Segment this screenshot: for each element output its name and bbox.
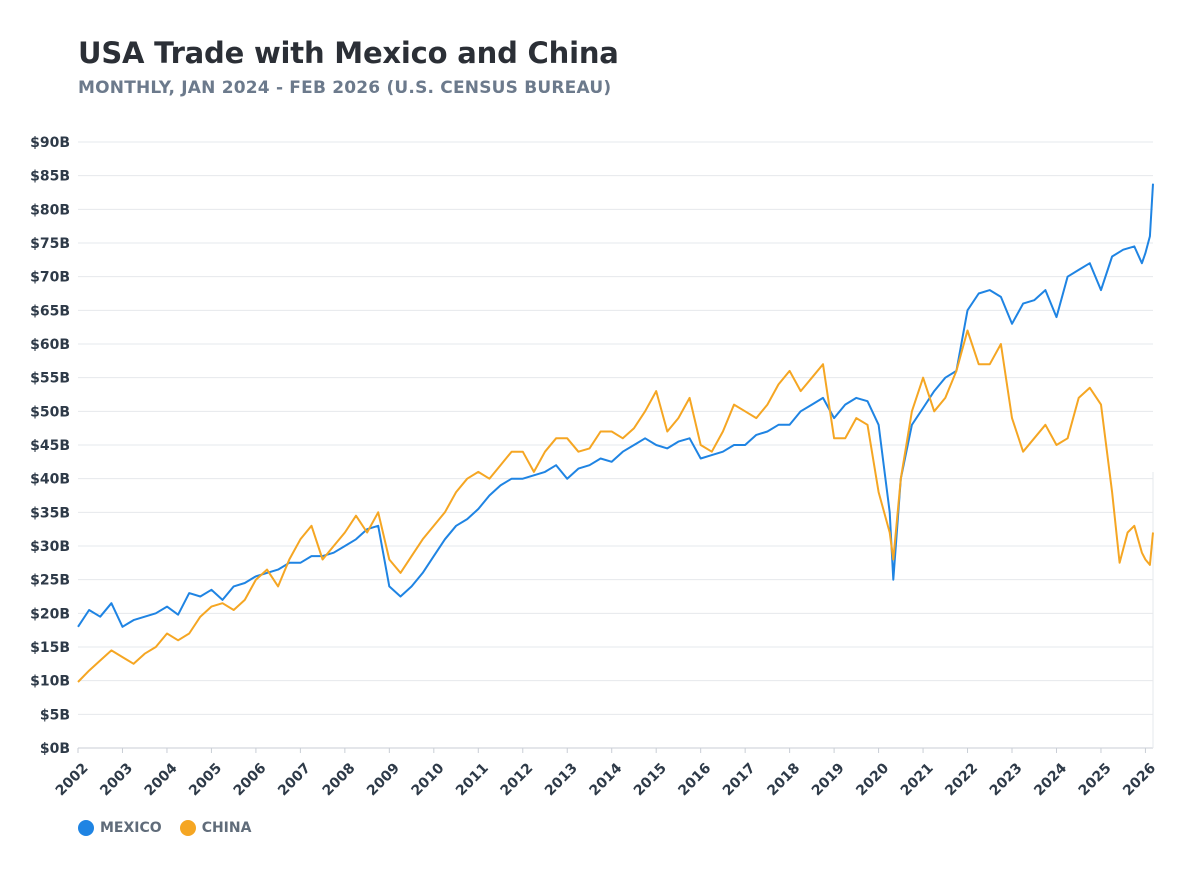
y-tick-label: $55B bbox=[30, 371, 70, 387]
y-tick-label: $45B bbox=[30, 438, 70, 454]
x-tick-label: 2019 bbox=[809, 760, 848, 799]
x-tick-label: 2024 bbox=[1031, 760, 1070, 799]
y-tick-label: $0B bbox=[40, 741, 70, 757]
y-tick-label: $35B bbox=[30, 505, 70, 521]
y-tick-label: $65B bbox=[30, 303, 70, 319]
x-tick-label: 2005 bbox=[186, 760, 225, 799]
y-tick-label: $60B bbox=[30, 337, 70, 353]
y-tick-label: $90B bbox=[30, 135, 70, 151]
y-tick-label: $20B bbox=[30, 606, 70, 622]
y-tick-label: $75B bbox=[30, 236, 70, 252]
y-tick-label: $5B bbox=[40, 707, 70, 723]
x-tick-label: 2021 bbox=[898, 760, 937, 799]
x-tick-label: 2007 bbox=[275, 760, 314, 799]
series-line-china bbox=[77, 329, 1154, 683]
x-tick-label: 2026 bbox=[1120, 760, 1159, 799]
x-tick-label: 2017 bbox=[720, 760, 759, 799]
x-tick-label: 2012 bbox=[498, 760, 537, 799]
y-tick-label: $40B bbox=[30, 472, 70, 488]
x-tick-label: 2004 bbox=[142, 760, 181, 799]
grid-layer bbox=[78, 141, 1154, 749]
y-tick-label: $50B bbox=[30, 404, 70, 420]
x-tick-label: 2022 bbox=[942, 760, 981, 799]
x-tick-label: 2008 bbox=[320, 760, 359, 799]
x-tick-label: 2013 bbox=[542, 760, 581, 799]
legend-label-mexico: MEXICO bbox=[100, 820, 162, 836]
series-line-mexico bbox=[77, 183, 1154, 628]
series-layer bbox=[77, 183, 1154, 683]
legend-item-china[interactable]: CHINA bbox=[179, 820, 252, 836]
y-tick-label: $70B bbox=[30, 270, 70, 286]
x-tick-label: 2009 bbox=[364, 760, 403, 799]
x-tick-label: 2025 bbox=[1076, 760, 1115, 799]
legend-label-china: CHINA bbox=[201, 820, 252, 836]
chart-title: USA Trade with Mexico and China bbox=[78, 36, 619, 70]
y-axis-ticks: $0B $5B $10B $15B $20B $25B $30B $35B $40B $45B $5… bbox=[30, 135, 70, 757]
legend-swatch-mexico bbox=[78, 820, 94, 836]
y-tick-label: $30B bbox=[30, 539, 70, 555]
x-tick-label: 2002 bbox=[53, 760, 92, 799]
x-tick-label: 2014 bbox=[586, 760, 625, 799]
y-tick-label: $15B bbox=[30, 640, 70, 656]
y-tick-label: $85B bbox=[30, 169, 70, 185]
legend-item-mexico[interactable]: MEXICO bbox=[78, 820, 162, 836]
x-tick-label: 2006 bbox=[231, 760, 270, 799]
x-tick-label: 2010 bbox=[409, 760, 448, 799]
x-tick-label: 2023 bbox=[987, 760, 1026, 799]
x-tick-label: 2011 bbox=[453, 760, 492, 799]
x-tick-label: 2003 bbox=[97, 760, 136, 799]
x-tick-label: 2016 bbox=[675, 760, 714, 799]
x-tick-label: 2015 bbox=[631, 760, 670, 799]
legend: MEXICO CHINA bbox=[78, 820, 251, 836]
legend-swatch-china bbox=[179, 820, 196, 836]
x-axis-ticks: 2002 2003 2004 2005 2006 2007 2008 2009 2010 2011… bbox=[53, 748, 1159, 799]
y-tick-label: $80B bbox=[30, 202, 70, 218]
x-tick-label: 2018 bbox=[764, 760, 803, 799]
y-tick-label: $10B bbox=[30, 674, 70, 690]
x-tick-label: 2020 bbox=[853, 760, 892, 799]
chart-subtitle: MONTHLY, JAN 2024 - FEB 2026 (U.S. CENSU… bbox=[78, 78, 612, 98]
y-tick-label: $25B bbox=[30, 573, 70, 589]
